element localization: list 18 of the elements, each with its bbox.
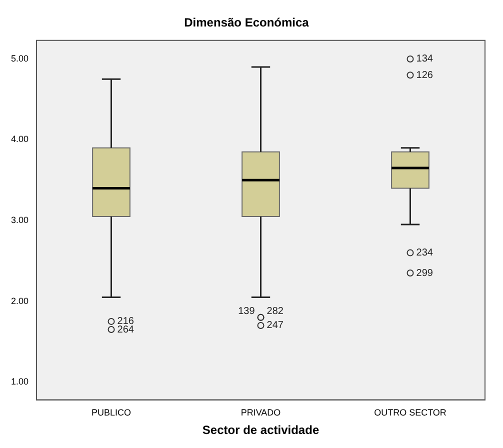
x-tick-label: PRIVADO	[240, 408, 281, 418]
annotation: 126	[416, 70, 434, 81]
annotation: 234	[416, 248, 434, 259]
y-tick-label: 4.00	[10, 134, 29, 144]
x-axis-title: Sector de actividade	[202, 423, 320, 438]
annotation: 282	[266, 306, 284, 318]
annotation: 264	[117, 324, 134, 336]
y-tick-label: 1.00	[10, 376, 29, 387]
annotation: 247	[266, 320, 284, 332]
y-tick-label: 5.00	[10, 53, 29, 64]
x-tick-label: OUTRO SECTOR	[374, 408, 447, 418]
annotation: 134	[416, 54, 434, 65]
annotation: 299	[416, 268, 434, 279]
y-tick-label: 3.00	[10, 214, 29, 225]
chart-title: Dimensão Económica	[184, 16, 310, 30]
y-tick-label: 2.00	[10, 296, 29, 306]
x-tick-label: PUBLICO	[92, 408, 132, 418]
annotation: 139	[238, 306, 256, 318]
